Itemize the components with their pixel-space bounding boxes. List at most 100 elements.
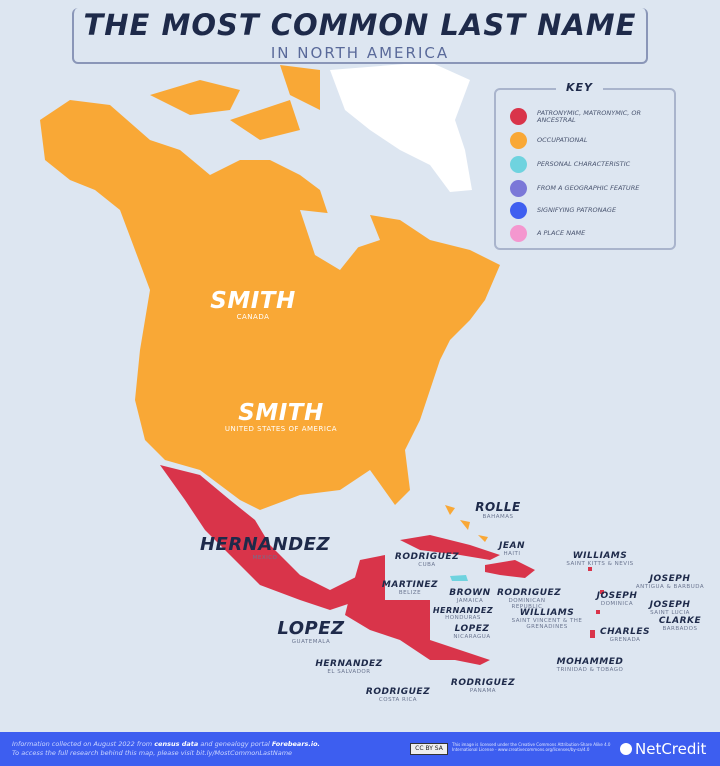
- source-note: Information collected on August 2022 fro…: [12, 740, 320, 758]
- country: SAINT VINCENT & THE GRENADINES: [511, 618, 583, 630]
- mexico: [160, 465, 385, 610]
- country: DOMINICA: [600, 601, 634, 607]
- country: ANTIGUA & BARBUDA: [635, 584, 705, 590]
- country: NICARAGUA: [453, 634, 491, 640]
- page-title: THE MOST COMMON LAST NAME: [83, 8, 637, 42]
- surname: JOSEPH: [649, 574, 691, 584]
- legend-dot: [510, 132, 527, 149]
- country: CUBA: [418, 562, 436, 568]
- label-barbados: CLARKE BARBADOS: [659, 616, 701, 632]
- license-text: This image is licensed under the Creativ…: [452, 742, 611, 752]
- surname: MARTINEZ: [381, 580, 439, 590]
- legend-item-personal: PERSONAL CHARACTERISTIC: [510, 156, 670, 173]
- country: EL SALVADOR: [327, 669, 371, 675]
- note-text: Information collected on August 2022 fro…: [12, 740, 155, 748]
- legend-dot: [510, 156, 527, 173]
- country: SAINT KITTS & NEVIS: [566, 561, 634, 567]
- netcredit-logo: NetCredit: [620, 740, 706, 758]
- label-grenada: CHARLES GRENADA: [600, 627, 650, 643]
- legend-dot: [510, 108, 527, 125]
- label-dominican-republic: RODRIGUEZ DOMINICAN REPUBLIC: [497, 588, 562, 610]
- country: BARBADOS: [662, 626, 698, 632]
- country: UNITED STATES OF AMERICA: [224, 425, 338, 433]
- country: MEXICO: [252, 555, 278, 561]
- legend-item-place: A PLACE NAME: [510, 225, 670, 242]
- surname: RODRIGUEZ: [394, 552, 460, 562]
- jamaica: [450, 575, 468, 581]
- label-bahamas: ROLLE BAHAMAS: [475, 500, 520, 520]
- label-belize: MARTINEZ BELIZE: [382, 580, 438, 596]
- legend: KEY PATRONYMIC, MATRONYMIC, OR ANCESTRAL…: [494, 81, 676, 250]
- central-america: [345, 555, 490, 665]
- label-jamaica: BROWN JAMAICA: [449, 588, 490, 604]
- surname: HERNANDEZ: [315, 659, 383, 669]
- legend-title: KEY: [556, 81, 604, 94]
- country: BELIZE: [398, 590, 422, 596]
- surname: MOHAMMED: [556, 657, 624, 667]
- country: HAITI: [503, 551, 521, 557]
- page-subtitle: IN NORTH AMERICA: [260, 44, 460, 62]
- title-frame: [72, 8, 648, 64]
- research-link-text[interactable]: To access the full research behind this …: [12, 749, 293, 757]
- country: GRENADA: [609, 637, 641, 643]
- surname: HERNANDEZ: [432, 606, 494, 615]
- country: DOMINICAN REPUBLIC: [508, 598, 546, 610]
- legend-label: FROM A GEOGRAPHIC FEATURE: [537, 184, 640, 192]
- arctic-islands: [150, 65, 320, 140]
- label-honduras: HERNANDEZ HONDURAS: [433, 606, 493, 621]
- cc-license-badge: CC BY SA: [410, 743, 448, 755]
- label-mexico: HERNANDEZ MEXICO: [200, 534, 330, 561]
- forebears-link[interactable]: Forebears.io.: [271, 740, 321, 748]
- canada-usa: [40, 100, 500, 510]
- label-guatemala: LOPEZ GUATEMALA: [277, 618, 344, 645]
- bahamas: [445, 505, 488, 542]
- label-panama: RODRIGUEZ PANAMA: [451, 678, 515, 694]
- label-saint-kitts: WILLIAMS SAINT KITTS & NEVIS: [566, 551, 633, 567]
- country: TRINIDAD & TOBAGO: [556, 667, 624, 673]
- legend-item-patronage: SIGNIFYING PATRONAGE: [510, 202, 670, 219]
- country: JAMAICA: [456, 598, 484, 604]
- surname: CHARLES: [600, 627, 650, 637]
- legend-label: PERSONAL CHARACTERISTIC: [537, 160, 631, 168]
- label-haiti: JEAN HAITI: [499, 541, 525, 557]
- label-usa: SMITH UNITED STATES OF AMERICA: [224, 400, 338, 433]
- note-text: and genealogy portal: [198, 740, 272, 748]
- surname: ROLLE: [475, 500, 521, 514]
- netcredit-logo-icon: [620, 743, 632, 755]
- cuba: [400, 535, 500, 560]
- label-el-salvador: HERNANDEZ EL SALVADOR: [315, 659, 382, 675]
- legend-label: A PLACE NAME: [537, 229, 586, 237]
- country: COSTA RICA: [378, 697, 418, 703]
- hudson-bay: [300, 210, 360, 270]
- label-costa-rica: RODRIGUEZ COSTA RICA: [366, 687, 430, 703]
- label-cuba: RODRIGUEZ CUBA: [395, 552, 459, 568]
- label-saint-vincent: WILLIAMS SAINT VINCENT & THE GRENADINES: [507, 608, 587, 630]
- surname: RODRIGUEZ: [497, 588, 562, 598]
- legend-dot: [510, 180, 527, 197]
- label-trinidad: MOHAMMED TRINIDAD & TOBAGO: [557, 657, 624, 673]
- surname: RODRIGUEZ: [365, 687, 431, 697]
- legend-dot: [510, 225, 527, 242]
- label-dominica: JOSEPH DOMINICA: [597, 591, 638, 607]
- surname: LOPEZ: [454, 624, 490, 634]
- surname: CLARKE: [658, 616, 702, 626]
- country: CANADA: [236, 313, 270, 321]
- surname: JOSEPH: [596, 591, 638, 601]
- country: PANAMA: [469, 688, 497, 694]
- surname: JOSEPH: [649, 600, 691, 610]
- legend-dot: [510, 202, 527, 219]
- surname: HERNANDEZ: [199, 534, 331, 555]
- label-nicaragua: LOPEZ NICARAGUA: [453, 624, 490, 640]
- legend-item-patronymic: PATRONYMIC, MATRONYMIC, OR ANCESTRAL: [510, 108, 670, 125]
- label-canada: SMITH CANADA: [210, 288, 295, 321]
- brand-name: NetCredit: [635, 740, 707, 758]
- country: SAINT LUCIA: [650, 610, 690, 616]
- legend-item-occupational: OCCUPATIONAL: [510, 132, 670, 149]
- hispaniola: [485, 560, 535, 578]
- surname: WILLIAMS: [572, 551, 628, 561]
- surname: WILLIAMS: [519, 608, 575, 618]
- surname: JEAN: [499, 541, 525, 551]
- label-antigua: JOSEPH ANTIGUA & BARBUDA: [636, 574, 704, 590]
- census-data-text: census data: [154, 740, 199, 748]
